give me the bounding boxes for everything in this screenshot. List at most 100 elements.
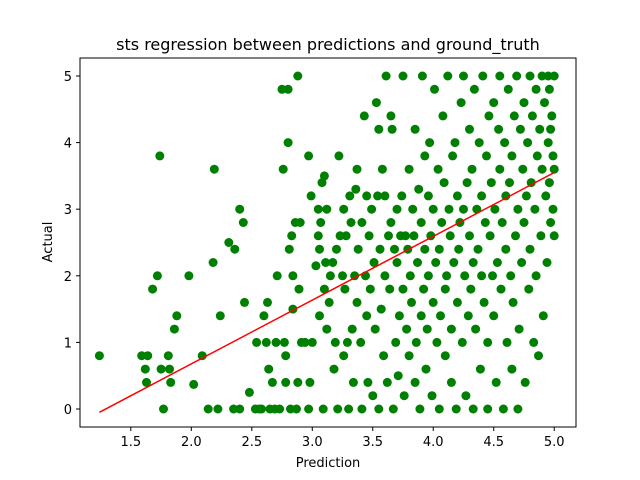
chart-title: sts regression between predictions and g… <box>116 35 540 55</box>
data-point <box>490 204 500 214</box>
data-point <box>392 204 402 214</box>
data-point <box>440 351 450 361</box>
data-point <box>281 351 291 361</box>
data-point <box>373 191 383 201</box>
data-point <box>156 364 166 374</box>
y-axis-title: Actual <box>41 222 56 263</box>
data-point <box>459 204 468 214</box>
data-point <box>459 71 468 81</box>
data-point <box>491 377 501 387</box>
data-point <box>520 377 530 387</box>
data-point <box>486 178 496 188</box>
data-point <box>526 178 536 188</box>
data-point <box>534 351 543 361</box>
data-point <box>271 337 281 347</box>
data-point <box>304 404 314 414</box>
data-point <box>380 271 390 281</box>
data-point <box>434 404 444 414</box>
data-point <box>466 284 476 294</box>
data-point <box>374 404 384 414</box>
data-point <box>409 231 419 241</box>
data-point <box>488 271 497 281</box>
data-point <box>316 218 326 227</box>
data-point <box>536 231 546 241</box>
data-point <box>261 337 271 347</box>
data-point <box>432 337 442 347</box>
data-point <box>497 218 507 227</box>
data-point <box>530 204 540 214</box>
data-point <box>334 151 344 161</box>
data-point <box>416 311 426 321</box>
data-point <box>540 98 549 108</box>
x-tick-label: 2.0 <box>181 435 202 450</box>
y-axis: 0 1 2 3 4 5 <box>64 70 80 418</box>
x-tick-label: 3.0 <box>302 435 323 450</box>
data-point <box>155 151 165 161</box>
data-point <box>535 124 545 134</box>
data-point <box>307 337 317 347</box>
data-point <box>423 191 433 201</box>
data-point <box>546 218 556 227</box>
y-tick-label: 0 <box>64 403 72 418</box>
data-point <box>279 337 289 347</box>
data-point <box>293 377 303 387</box>
data-point <box>224 238 234 247</box>
data-point <box>527 111 537 121</box>
data-point <box>549 231 559 241</box>
data-point <box>518 164 528 174</box>
data-point <box>379 351 389 361</box>
data-point <box>448 151 458 161</box>
data-point <box>315 311 324 321</box>
data-point <box>531 84 541 94</box>
data-point <box>384 231 393 241</box>
data-point <box>456 98 466 108</box>
data-point <box>505 178 514 188</box>
data-point <box>478 71 488 81</box>
data-point <box>543 138 553 148</box>
data-point <box>547 111 557 121</box>
data-point <box>430 84 439 94</box>
data-point <box>184 271 194 281</box>
data-point <box>436 311 445 321</box>
data-point <box>489 98 499 108</box>
data-point <box>140 364 150 374</box>
data-point <box>446 324 456 334</box>
data-point <box>425 138 435 148</box>
data-point <box>381 71 391 81</box>
data-point <box>283 138 293 148</box>
data-point <box>507 151 517 161</box>
data-point <box>494 124 504 134</box>
data-point <box>159 404 168 414</box>
data-point <box>287 231 297 241</box>
data-point <box>322 324 332 334</box>
data-point <box>252 337 262 347</box>
data-point <box>318 404 328 414</box>
data-point <box>330 337 340 347</box>
data-point <box>410 124 420 134</box>
data-point <box>339 204 349 214</box>
data-point <box>514 324 524 334</box>
data-point <box>420 151 430 161</box>
data-point <box>359 111 369 121</box>
data-point <box>313 204 323 214</box>
data-point <box>411 337 421 347</box>
data-point <box>482 151 491 161</box>
data-point <box>431 258 441 267</box>
data-point <box>519 98 529 108</box>
data-point <box>479 297 489 307</box>
data-point <box>484 111 494 121</box>
data-point <box>346 218 356 227</box>
data-point <box>532 151 542 161</box>
data-point <box>315 244 324 254</box>
data-point <box>474 138 484 148</box>
y-tick-label: 4 <box>64 137 72 152</box>
data-point <box>377 164 387 174</box>
data-point <box>352 297 362 307</box>
data-point <box>461 391 471 401</box>
data-point <box>319 171 329 181</box>
data-point <box>293 71 303 81</box>
data-point <box>544 178 554 188</box>
data-point <box>322 204 332 214</box>
data-point <box>397 191 407 201</box>
data-point <box>353 244 363 254</box>
